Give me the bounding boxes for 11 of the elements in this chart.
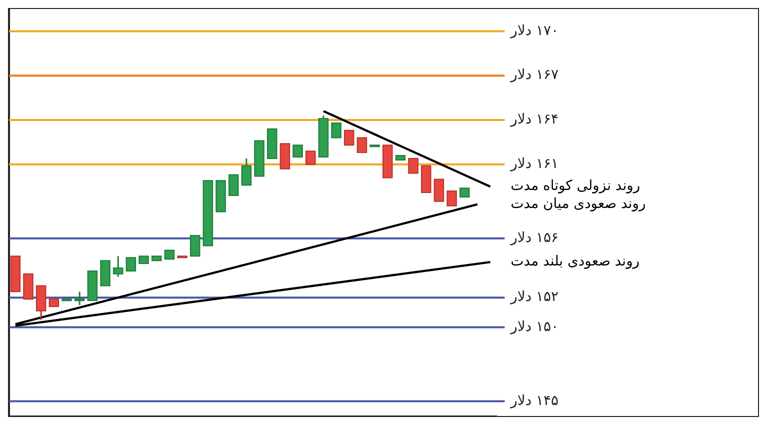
text: روند صعودی میان مدت: [510, 196, 646, 212]
ref-line-label: ۱۶۱ دلار: [510, 156, 559, 172]
ref-line-label: ۱۵۰ دلار: [510, 318, 559, 335]
ref-line-label: ۱۶۴ دلار: [510, 112, 559, 128]
series-label: روند نزولی کوتاه مدت: [510, 178, 640, 194]
ref-line-label: ۱۷۰ دلار: [510, 22, 559, 39]
ref-line-label: ۱۶۷ دلار: [510, 67, 560, 84]
ref-line-label: ۱۵۲ دلار: [510, 289, 559, 306]
ref-line-label: ۱۵۶ دلار: [510, 230, 559, 246]
series-label: روند صعودی بلند مدت: [510, 254, 640, 270]
ref-line-label: ۱۴۵ دلار: [510, 392, 559, 409]
